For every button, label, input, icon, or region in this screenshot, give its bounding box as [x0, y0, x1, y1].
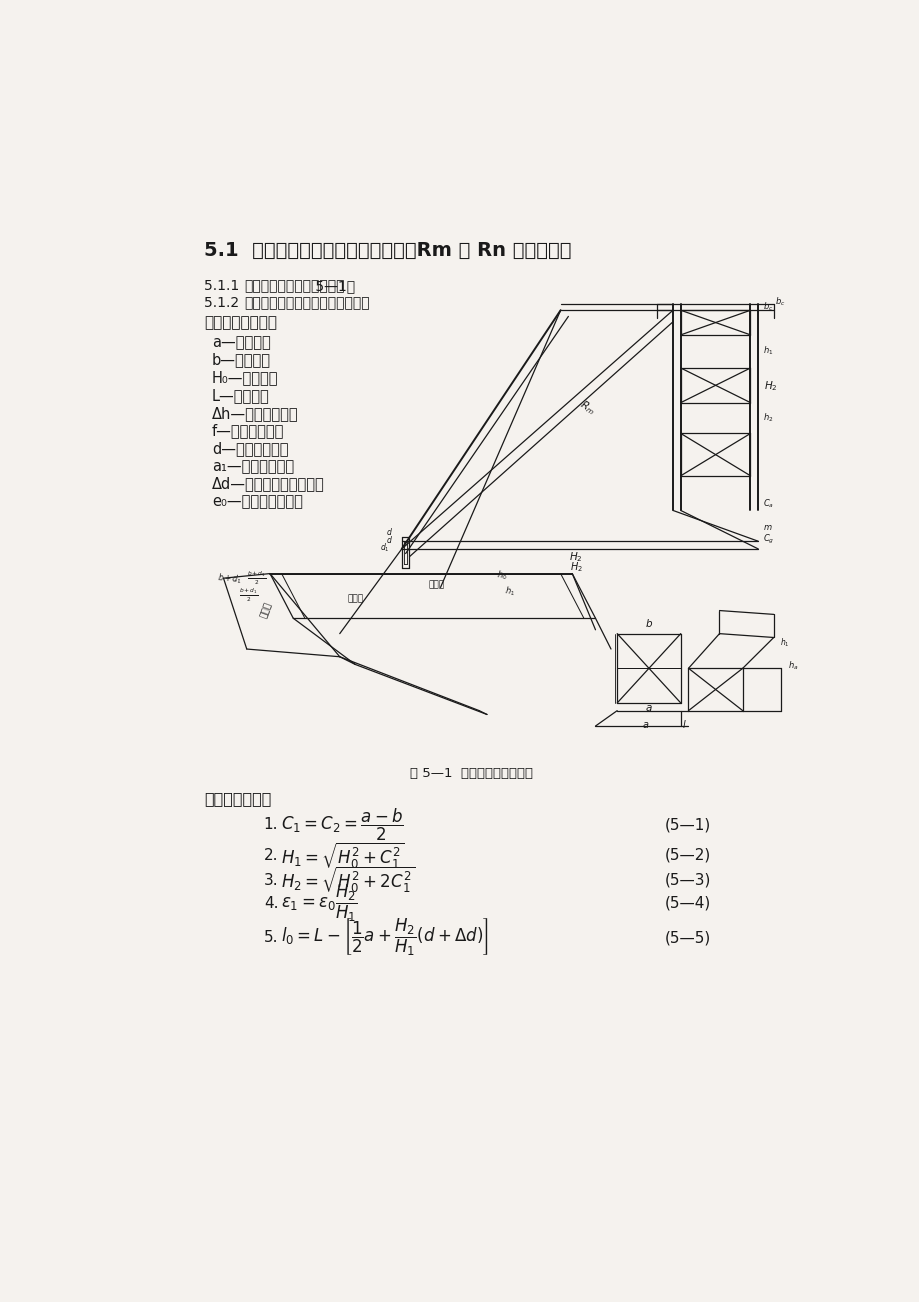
Text: 5.: 5.: [264, 931, 278, 945]
Text: $b_c$: $b_c$: [762, 301, 773, 314]
Text: $a$: $a$: [644, 703, 652, 712]
Text: 5.1.2: 5.1.2: [204, 297, 248, 310]
Text: $H_2=\sqrt{H_0^2+2C_1^2}$: $H_2=\sqrt{H_0^2+2C_1^2}$: [280, 865, 414, 896]
Text: $h_a$: $h_a$: [787, 659, 798, 672]
Text: $d$: $d$: [385, 534, 392, 544]
Text: 5—1。: 5—1。: [311, 280, 355, 293]
Text: $h_1$: $h_1$: [504, 585, 516, 599]
Text: 放样面: 放样面: [346, 594, 363, 603]
Text: $a$: $a$: [641, 720, 649, 729]
Text: $b+d_1$: $b+d_1$: [217, 572, 242, 586]
Text: $H_2$: $H_2$: [569, 551, 583, 564]
Text: (5—3): (5—3): [664, 872, 711, 888]
Text: a₁—横担主材准线: a₁—横担主材准线: [211, 458, 294, 474]
Text: 橡木桐: 橡木桐: [428, 581, 444, 590]
Text: $\varepsilon_1=\varepsilon_0\dfrac{H_2}{H_1}$: $\varepsilon_1=\varepsilon_0\dfrac{H_2}{…: [280, 883, 357, 923]
Text: 楔形半捏横担的展开图见图: 楔形半捏横担的展开图见图: [244, 280, 345, 293]
Text: H₀—身部垂高: H₀—身部垂高: [211, 370, 278, 385]
Text: 一、已知控制条件: 一、已知控制条件: [204, 315, 277, 331]
Text: L—横担长度: L—横担长度: [211, 388, 269, 404]
Text: b—身部上口: b—身部上口: [211, 353, 270, 367]
Text: 楔形半捏横担的展开图尺寸计算。: 楔形半捏横担的展开图尺寸计算。: [244, 297, 369, 310]
Text: $H_2$: $H_2$: [569, 560, 582, 574]
Text: $R_m$: $R_m$: [577, 398, 597, 418]
Text: $b_c$: $b_c$: [775, 296, 785, 309]
Text: $l$: $l$: [682, 717, 686, 729]
Text: 2.: 2.: [264, 848, 278, 863]
Text: $d$: $d$: [385, 526, 392, 538]
Text: $\frac{b+d_1}{2}$: $\frac{b+d_1}{2}$: [239, 586, 258, 604]
Text: (5—5): (5—5): [664, 931, 710, 945]
Text: 3.: 3.: [264, 872, 278, 888]
Text: e₀—塔身主材串心值: e₀—塔身主材串心值: [211, 495, 302, 509]
Text: (5—4): (5—4): [664, 896, 710, 910]
Text: $m$: $m$: [762, 522, 772, 531]
Text: $C_a$: $C_a$: [762, 497, 773, 510]
Text: (5—2): (5—2): [664, 848, 710, 863]
Text: a—身部下口: a—身部下口: [211, 335, 270, 350]
Text: 图 5—1  楔形半捏横担展开图: 图 5—1 楔形半捏横担展开图: [410, 767, 532, 780]
Text: f—横担小口之半: f—横担小口之半: [211, 423, 284, 439]
Text: $C_1=C_2=\dfrac{a-b}{2}$: $C_1=C_2=\dfrac{a-b}{2}$: [280, 806, 403, 842]
Text: $h_1$: $h_1$: [779, 637, 789, 648]
Text: 1.: 1.: [264, 818, 278, 832]
Text: 5.1  楔形半捏横担的展开尺寸计算（Rm 及 Rn 交主材心）: 5.1 楔形半捏横担的展开尺寸计算（Rm 及 Rn 交主材心）: [204, 241, 571, 260]
Text: $C_g$: $C_g$: [762, 533, 774, 546]
Text: 4.: 4.: [264, 896, 278, 910]
Text: $b$: $b$: [644, 617, 652, 629]
Text: Δd—主材背到曲线间腋值: Δd—主材背到曲线间腋值: [211, 477, 324, 492]
Text: (5—1): (5—1): [664, 818, 710, 832]
Text: $h_2$: $h_2$: [762, 411, 773, 424]
Text: 二、计算步骤：: 二、计算步骤：: [204, 792, 271, 806]
Text: $H_1=\sqrt{H_0^2+C_1^2}$: $H_1=\sqrt{H_0^2+C_1^2}$: [280, 840, 404, 871]
Text: 5.1.1: 5.1.1: [204, 280, 248, 293]
Text: Δh—横担予拱高度: Δh—横担予拱高度: [211, 406, 298, 421]
Text: $d_1$: $d_1$: [380, 542, 390, 553]
Text: $\frac{b+d_1}{2}$: $\frac{b+d_1}{2}$: [246, 569, 266, 587]
Text: d—塔身主材准线: d—塔身主材准线: [211, 441, 288, 456]
Text: $h_1$: $h_1$: [762, 345, 773, 357]
Text: 放样面: 放样面: [259, 600, 273, 618]
Text: $l_0=L-\left[\dfrac{1}{2}a+\dfrac{H_2}{H_1}\left(d+\Delta d\right)\right]$: $l_0=L-\left[\dfrac{1}{2}a+\dfrac{H_2}{H…: [280, 917, 488, 958]
Text: $H_2$: $H_2$: [764, 379, 777, 393]
Text: $h_0$: $h_0$: [496, 569, 508, 582]
